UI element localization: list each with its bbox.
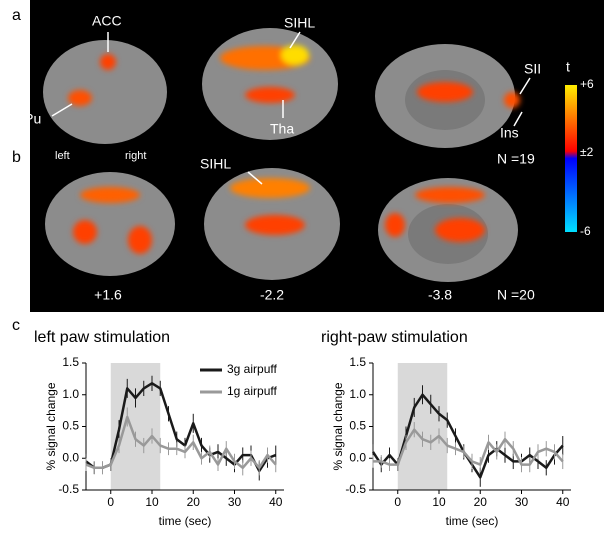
colorbar-label: +6 <box>580 77 594 91</box>
y-tick-label: 1.5 <box>349 355 366 369</box>
panel-label: a <box>12 7 21 24</box>
series-line <box>373 428 564 466</box>
y-tick-label: -0.5 <box>345 482 366 496</box>
n-label: N =20 <box>497 287 535 303</box>
x-tick-label: 10 <box>432 495 446 509</box>
x-tick-label: 20 <box>474 495 488 509</box>
structure-label: SIHL <box>200 156 231 172</box>
series-line <box>85 415 277 470</box>
stimulus-period <box>110 363 161 490</box>
y-axis-label: % signal change <box>44 382 58 470</box>
chart-title: right-paw stimulation <box>321 329 468 346</box>
y-tick-label: 0.0 <box>62 450 79 464</box>
structure-label: SIHL <box>284 15 315 31</box>
x-tick-label: 40 <box>556 495 570 509</box>
slice-position: +1.6 <box>94 287 122 303</box>
colorbar-label: ±2 <box>580 145 594 159</box>
n-label: N =19 <box>497 151 535 167</box>
structure-label: ACC <box>92 13 122 29</box>
x-tick-label: 20 <box>187 495 201 509</box>
colorbar <box>565 85 577 232</box>
x-axis-label: time (sec) <box>446 514 499 528</box>
slice-position: -3.8 <box>428 287 452 303</box>
slice-position: -2.2 <box>260 287 284 303</box>
structure-label: Tha <box>270 121 294 137</box>
side-label: left <box>55 150 70 162</box>
chart-title: left paw stimulation <box>34 329 170 346</box>
y-tick-label: 1.5 <box>62 355 79 369</box>
legend-label: 1g airpuff <box>227 384 277 398</box>
x-tick-label: 0 <box>394 495 401 509</box>
legend-label: 3g airpuff <box>227 362 277 376</box>
colorbar-label: -6 <box>580 224 591 238</box>
y-tick-label: 1.0 <box>349 387 366 401</box>
stimulus-period <box>397 363 448 490</box>
y-tick-label: -0.5 <box>58 482 79 496</box>
x-axis-label: time (sec) <box>159 514 212 528</box>
colorbar-title: t <box>566 59 570 75</box>
panel-label: c <box>12 317 20 334</box>
y-axis-label: % signal change <box>331 382 345 470</box>
series-line <box>85 382 277 473</box>
y-tick-label: 0.5 <box>62 419 79 433</box>
side-label: right <box>125 150 146 162</box>
y-tick-label: 0.0 <box>349 450 366 464</box>
x-tick-label: 30 <box>228 495 242 509</box>
arrows <box>51 31 531 185</box>
panel-label: b <box>12 149 21 166</box>
x-tick-label: 30 <box>515 495 529 509</box>
y-tick-label: 1.0 <box>62 387 79 401</box>
x-tick-label: 40 <box>269 495 283 509</box>
y-tick-label: 0.5 <box>349 419 366 433</box>
structure-label: CPu <box>14 111 41 127</box>
structure-label: SII <box>524 61 541 77</box>
structure-label: Ins <box>500 125 519 141</box>
x-tick-label: 0 <box>107 495 114 509</box>
x-tick-label: 10 <box>145 495 159 509</box>
activation-blobs <box>68 45 520 254</box>
